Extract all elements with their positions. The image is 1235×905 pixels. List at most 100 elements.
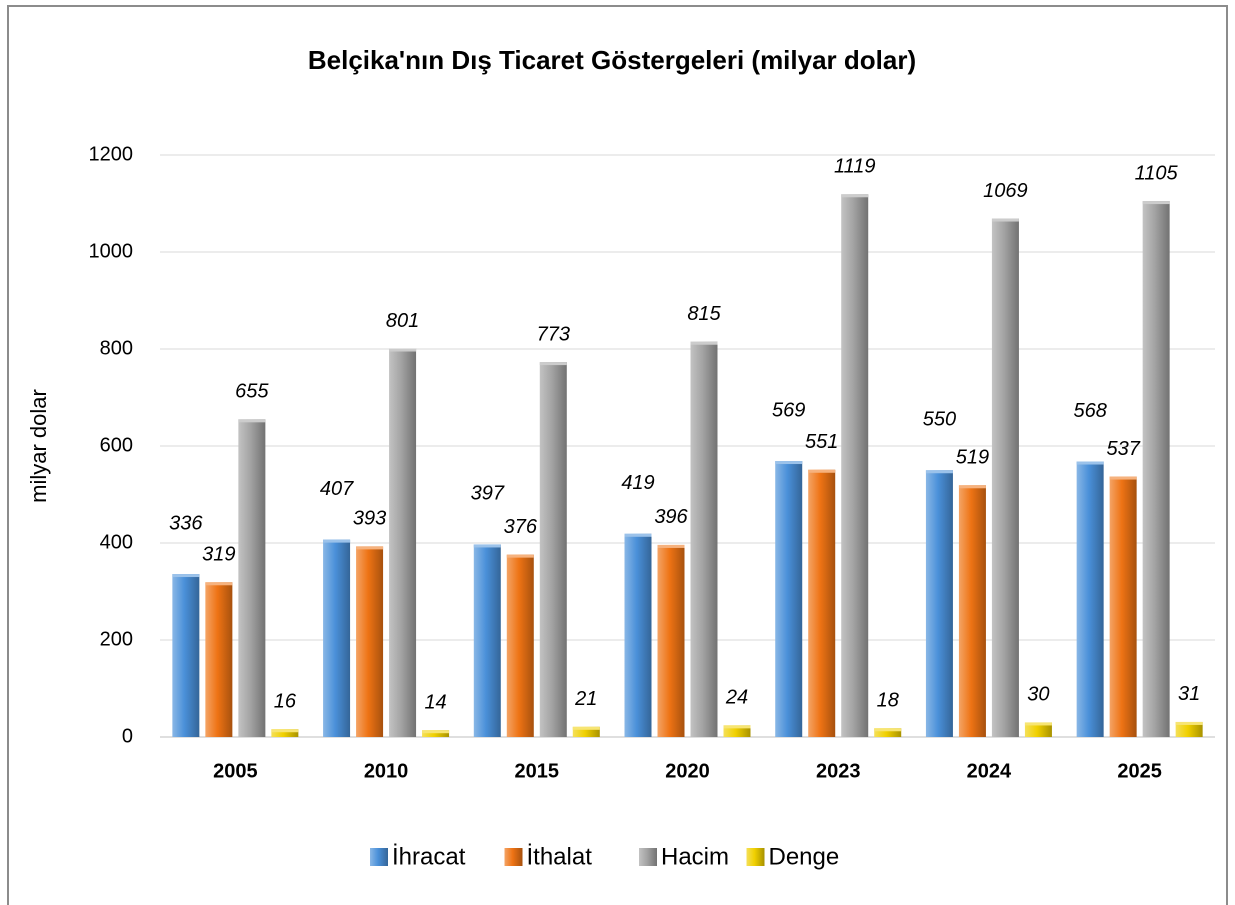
legend-label: Denge	[769, 843, 840, 870]
bar	[205, 582, 233, 737]
legend-label: İthalat	[527, 843, 593, 870]
data-label: 393	[353, 508, 386, 530]
bar	[1076, 461, 1104, 737]
data-label: 397	[471, 483, 505, 505]
bar-top	[690, 341, 718, 345]
data-label: 568	[1073, 400, 1106, 422]
data-label: 16	[274, 691, 297, 713]
bar	[624, 533, 652, 737]
legend-swatch	[746, 848, 765, 866]
bar	[991, 218, 1019, 737]
y-tick-label: 400	[100, 531, 133, 553]
bar-top	[539, 362, 567, 366]
x-tick-label: 2010	[364, 760, 409, 782]
bar-top	[422, 730, 450, 734]
x-tick-label: 2005	[213, 760, 258, 782]
bar-top	[958, 485, 986, 489]
data-label: 336	[169, 512, 203, 534]
chart-frame	[7, 5, 1228, 905]
x-tick-label: 2025	[1117, 760, 1162, 782]
bar-top	[205, 582, 233, 586]
bar	[1142, 201, 1170, 737]
bar-top	[925, 470, 953, 474]
bar-top	[841, 194, 869, 198]
bar	[539, 362, 567, 737]
bar	[473, 544, 501, 737]
legend-swatch	[504, 848, 523, 866]
bar-top	[389, 348, 417, 352]
data-label: 537	[1106, 438, 1140, 460]
data-label: 815	[687, 303, 721, 325]
x-tick-label: 2023	[816, 760, 861, 782]
data-label: 550	[923, 409, 956, 431]
bar	[238, 419, 266, 737]
legend-label: Hacim	[661, 843, 729, 870]
bar	[925, 470, 953, 737]
bar-top	[1109, 476, 1137, 480]
y-tick-label: 600	[100, 434, 133, 456]
data-label: 801	[386, 310, 419, 332]
bar-top	[572, 726, 600, 730]
data-label: 773	[537, 323, 570, 345]
data-label: 319	[202, 544, 235, 566]
y-axis-label: milyar dolar	[26, 389, 51, 503]
bar	[172, 574, 200, 737]
data-label: 24	[725, 687, 748, 709]
bar-top	[323, 539, 351, 543]
data-label: 1119	[834, 156, 876, 178]
bar-top	[723, 725, 751, 729]
bar	[1109, 476, 1137, 737]
y-tick-label: 0	[122, 725, 133, 747]
y-tick-label: 800	[100, 337, 133, 359]
bar-top	[1076, 461, 1104, 465]
bar	[572, 726, 600, 737]
data-label: 18	[877, 690, 899, 712]
bar-top	[991, 218, 1019, 222]
bar-top	[1175, 721, 1203, 725]
data-label: 519	[956, 447, 989, 469]
y-tick-label: 1000	[89, 240, 134, 262]
bar-top	[172, 574, 200, 578]
legend-swatch	[639, 848, 657, 866]
data-label: 14	[424, 691, 446, 713]
x-tick-label: 2015	[515, 760, 560, 782]
bar	[723, 725, 751, 737]
bar-top	[657, 544, 685, 548]
bar-top	[775, 461, 803, 465]
bar-top	[624, 533, 652, 537]
bar-top	[271, 729, 299, 733]
data-label: 551	[805, 431, 838, 453]
chart-title: Belçika'nın Dış Ticaret Göstergeleri (mi…	[308, 45, 916, 75]
bar-top	[356, 546, 384, 550]
bar-top	[238, 419, 266, 423]
bar-top	[808, 469, 836, 473]
bar	[1024, 722, 1052, 737]
data-label: 569	[772, 399, 805, 421]
data-label: 21	[574, 688, 597, 710]
bar	[356, 546, 384, 737]
bar-top	[1024, 722, 1052, 726]
data-label: 419	[621, 472, 654, 494]
bar	[506, 554, 534, 737]
data-label: 1105	[1135, 162, 1179, 184]
data-label: 655	[235, 381, 269, 403]
data-label: 31	[1178, 683, 1200, 705]
bar	[657, 544, 685, 737]
bar	[690, 341, 718, 737]
data-label: 407	[320, 478, 354, 500]
bar-top	[506, 554, 534, 558]
bar	[958, 485, 986, 737]
x-tick-label: 2020	[665, 760, 710, 782]
y-tick-label: 1200	[89, 143, 134, 165]
bar-top	[874, 728, 902, 732]
bar	[841, 194, 869, 737]
bar	[1175, 721, 1203, 737]
legend-swatch	[370, 848, 388, 866]
bar	[271, 729, 299, 737]
data-label: 30	[1027, 684, 1049, 706]
data-label: 396	[654, 506, 688, 528]
x-tick-label: 2024	[967, 760, 1012, 782]
y-tick-label: 200	[100, 628, 133, 650]
legend-label: İhracat	[392, 843, 466, 870]
